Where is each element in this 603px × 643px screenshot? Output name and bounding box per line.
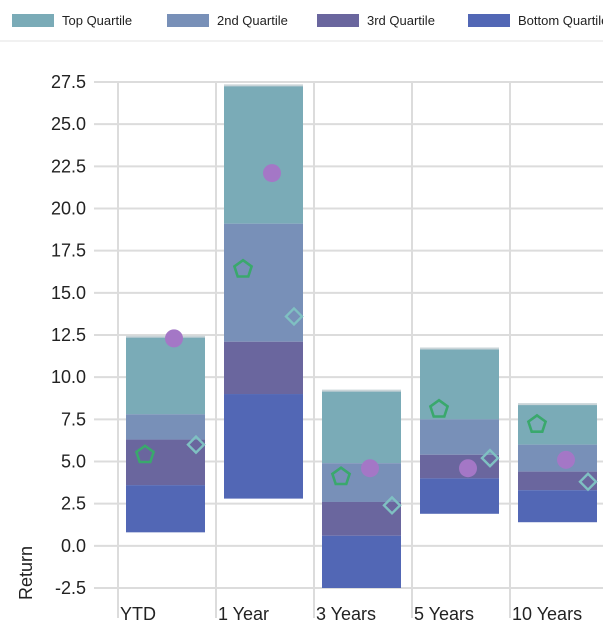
marker-diamond <box>578 472 598 492</box>
y-tick-label: 12.5 <box>51 325 86 345</box>
y-tick-label: 7.5 <box>61 409 86 429</box>
x-tick-label: 3 Years <box>316 604 376 624</box>
quartile-bar <box>224 341 303 395</box>
marker-circle <box>557 450 575 469</box>
marker-circle <box>263 164 281 183</box>
y-tick-label: 17.5 <box>51 241 86 261</box>
quartile-bar <box>518 404 597 445</box>
markers <box>134 164 598 516</box>
y-tick-label: 27.5 <box>51 72 86 92</box>
legend-label: 2nd Quartile <box>217 13 288 28</box>
legend-swatch <box>317 14 359 27</box>
marker-diamond <box>284 306 304 327</box>
bars <box>126 84 597 588</box>
y-tick-label: 22.5 <box>51 156 86 176</box>
y-tick-label: 20.0 <box>51 199 86 219</box>
quartile-bar <box>126 414 205 440</box>
y-tick-label: 5.0 <box>61 452 86 472</box>
y-tick-label: 2.5 <box>61 494 86 514</box>
quartile-bar <box>126 439 205 486</box>
x-tick-label: 1 Year <box>218 604 269 624</box>
y-axis-label: Return <box>16 546 36 600</box>
marker-pentagon <box>428 398 450 418</box>
quartile-bar <box>518 490 597 523</box>
legend: Top Quartile 2nd Quartile 3rd Quartile Bott… <box>0 13 603 42</box>
marker-circle <box>165 329 183 348</box>
legend-swatch <box>12 14 54 27</box>
quartile-bar <box>126 485 205 533</box>
quartile-bar <box>224 223 303 342</box>
y-axis: 27.5 25.0 22.5 20.0 17.5 15.0 12.5 10.0 7.5 5.0 2.… <box>51 72 86 598</box>
y-tick-label: 25.0 <box>51 114 86 134</box>
quartile-bar <box>224 394 303 499</box>
y-tick-label: 15.0 <box>51 283 86 303</box>
marker-diamond <box>382 495 402 516</box>
marker-pentagon <box>232 258 254 278</box>
quartile-bar <box>420 348 499 420</box>
quartile-bar <box>420 419 499 455</box>
marker-diamond <box>186 434 206 455</box>
legend-label: 3rd Quartile <box>367 13 435 28</box>
marker-pentagon <box>134 444 156 464</box>
quartile-bar <box>420 478 499 514</box>
marker-circle <box>361 459 379 478</box>
legend-swatch <box>167 14 209 27</box>
legend-label: Top Quartile <box>62 13 132 28</box>
quartile-bar <box>322 390 401 464</box>
marker-diamond <box>480 448 500 468</box>
marker-pentagon <box>526 413 548 434</box>
x-tick-label: 10 Years <box>512 604 582 624</box>
y-tick-label: 0.0 <box>61 536 86 556</box>
x-tick-label: 5 Years <box>414 604 474 624</box>
marker-pentagon <box>330 466 352 486</box>
x-tick-label: YTD <box>120 604 156 624</box>
quartile-bar <box>322 535 401 588</box>
x-axis: YTD 1 Year 3 Years 5 Years 10 Years <box>120 604 582 624</box>
y-tick-label: -2.5 <box>55 578 86 598</box>
legend-swatch <box>468 14 510 27</box>
marker-circle <box>459 459 477 478</box>
quartile-bar <box>224 85 303 224</box>
quartile-bar <box>518 471 597 491</box>
y-tick-label: 10.0 <box>51 367 86 387</box>
quartile-bar <box>322 501 401 536</box>
quartile-bar <box>126 336 205 415</box>
legend-label: Bottom Quartile <box>518 13 603 28</box>
